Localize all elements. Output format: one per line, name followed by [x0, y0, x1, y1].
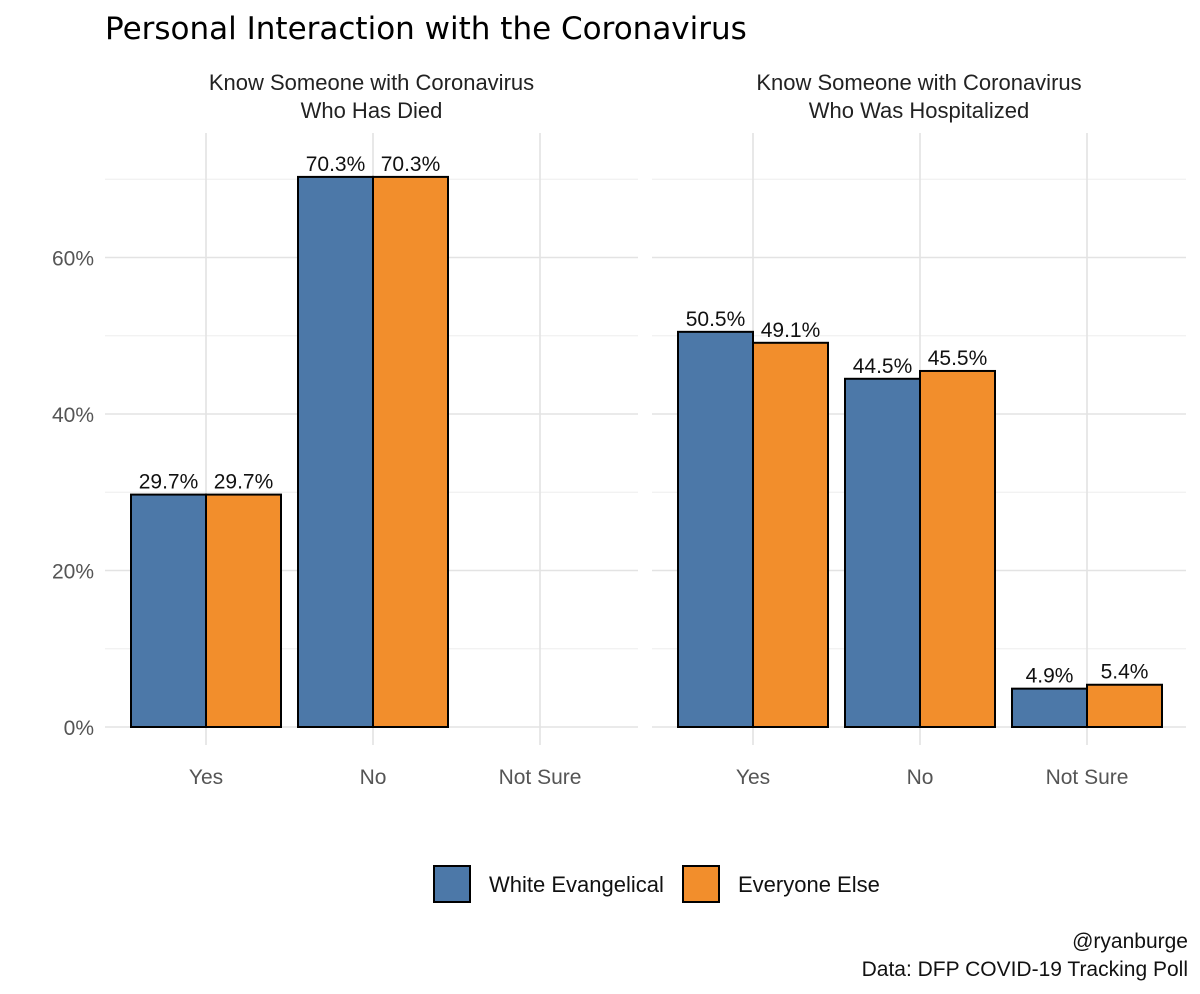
- bar-value-label: 50.5%: [686, 308, 746, 331]
- legend: White Evangelical Everyone Else: [433, 865, 880, 903]
- bar-white-evangelical: [297, 175, 374, 728]
- panel-title-line: Who Has Died: [301, 98, 443, 123]
- bar-everyone-else: [372, 175, 449, 728]
- bar-white-evangelical: [1011, 687, 1088, 728]
- panel-title-line: Know Someone with Coronavirus: [209, 70, 534, 95]
- bar-value-label: 4.9%: [1026, 665, 1074, 688]
- bar-value-label: 29.7%: [214, 471, 274, 494]
- bar-value-label: 70.3%: [381, 153, 441, 176]
- legend-key-white-evangelical: [433, 865, 471, 903]
- bar-everyone-else: [919, 369, 996, 728]
- legend-label: White Evangelical: [489, 872, 664, 897]
- y-tick-label: 40%: [52, 404, 94, 427]
- panel-title-line: Know Someone with Coronavirus: [756, 70, 1081, 95]
- y-tick-label: 60%: [52, 248, 94, 271]
- bar-everyone-else: [205, 493, 282, 728]
- bar-white-evangelical: [130, 493, 207, 728]
- bar-white-evangelical: [844, 377, 921, 728]
- y-tick-label: 20%: [52, 561, 94, 584]
- bar-white-evangelical: [677, 330, 754, 728]
- x-tick-label: Not Sure: [499, 766, 582, 789]
- x-tick-label: Not Sure: [1046, 766, 1129, 789]
- bar-everyone-else: [752, 341, 829, 728]
- x-tick-label: No: [360, 766, 387, 789]
- panel-2: Know Someone with Coronavirus Who Was Hos…: [652, 70, 1186, 789]
- bar-value-label: 44.5%: [853, 355, 913, 378]
- bar-value-label: 29.7%: [139, 471, 199, 494]
- x-tick-label: Yes: [189, 766, 223, 789]
- panel-1: Know Someone with Coronavirus Who Has Die…: [52, 70, 638, 789]
- y-tick-label: 0%: [64, 717, 94, 740]
- legend-label: Everyone Else: [738, 872, 880, 897]
- caption-source: Data: DFP COVID-19 Tracking Poll: [862, 958, 1188, 981]
- bar-value-label: 70.3%: [306, 153, 366, 176]
- x-tick-label: No: [907, 766, 934, 789]
- x-tick-label: Yes: [736, 766, 770, 789]
- bar-value-label: 45.5%: [928, 347, 988, 370]
- bar-value-label: 49.1%: [761, 319, 821, 342]
- panel-title-line: Who Was Hospitalized: [809, 98, 1029, 123]
- chart-panels: Know Someone with Coronavirus Who Has Die…: [52, 70, 1186, 789]
- legend-key-everyone-else: [682, 865, 720, 903]
- bar-value-label: 5.4%: [1101, 661, 1149, 684]
- bar-everyone-else: [1086, 683, 1163, 728]
- caption-author: @ryanburge: [1072, 930, 1188, 953]
- chart-title: Personal Interaction with the Coronaviru…: [105, 11, 747, 47]
